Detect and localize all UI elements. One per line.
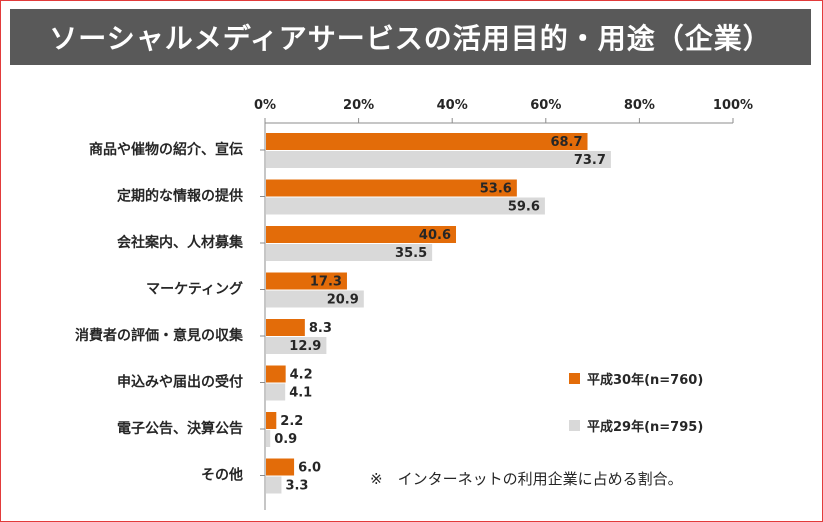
bar [266, 133, 588, 150]
value-label: 6.0 [298, 461, 321, 476]
bar [266, 226, 457, 243]
x-tick-label: 0% [254, 98, 276, 113]
chart-title: ソーシャルメディアサービスの活用目的・用途（企業） [49, 22, 772, 55]
value-label: 3.3 [285, 479, 308, 494]
bar [266, 244, 433, 261]
bar [266, 197, 545, 215]
bar [266, 319, 305, 336]
bar [266, 476, 282, 494]
bar [266, 365, 286, 383]
bar [266, 337, 327, 354]
bar [266, 383, 286, 401]
legend-swatch [569, 373, 580, 384]
value-label: 68.7 [550, 135, 582, 150]
x-tick-label: 100% [713, 98, 753, 113]
category-label: 会社案内、人材募集 [117, 234, 244, 251]
category-label: その他 [201, 467, 243, 484]
value-label: 20.9 [327, 293, 359, 308]
value-label: 4.2 [290, 368, 313, 383]
x-tick-label: 40% [437, 98, 468, 113]
legend-label: 平成30年(n=760) [587, 372, 703, 388]
footnote: ※ インターネットの利用企業に占める割合。 [370, 470, 683, 488]
category-label: 定期的な情報の提供 [117, 188, 243, 205]
value-label: 73.7 [574, 153, 606, 168]
value-label: 2.2 [280, 414, 303, 429]
bar [266, 458, 295, 476]
value-label: 17.3 [310, 275, 342, 290]
value-label: 4.1 [289, 386, 312, 401]
category-label: 消費者の評価・意見の収集 [75, 327, 244, 344]
bar [266, 179, 517, 197]
category-label: 電子公告、決算公告 [117, 420, 243, 437]
legend-swatch [569, 420, 580, 431]
title-bar: ソーシャルメディアサービスの活用目的・用途（企業） [10, 9, 811, 65]
bar [266, 430, 271, 447]
legend-label: 平成29年(n=795) [587, 419, 703, 435]
value-label: 59.6 [508, 200, 540, 215]
x-tick-label: 20% [343, 98, 374, 113]
x-tick-label: 60% [530, 98, 561, 113]
value-label: 35.5 [395, 246, 427, 261]
category-label: マーケティング [146, 281, 243, 298]
x-tick-label: 80% [624, 98, 655, 113]
value-label: 12.9 [289, 339, 321, 354]
value-label: 0.9 [274, 432, 297, 447]
value-label: 40.6 [419, 228, 451, 243]
bar [266, 412, 277, 429]
bar [266, 272, 347, 290]
bar [266, 151, 611, 168]
category-label: 商品や催物の紹介、宣伝 [89, 141, 243, 158]
bar [266, 290, 364, 308]
category-label: 申込みや届出の受付 [117, 374, 243, 391]
value-label: 53.6 [480, 182, 512, 197]
value-label: 8.3 [309, 321, 332, 336]
